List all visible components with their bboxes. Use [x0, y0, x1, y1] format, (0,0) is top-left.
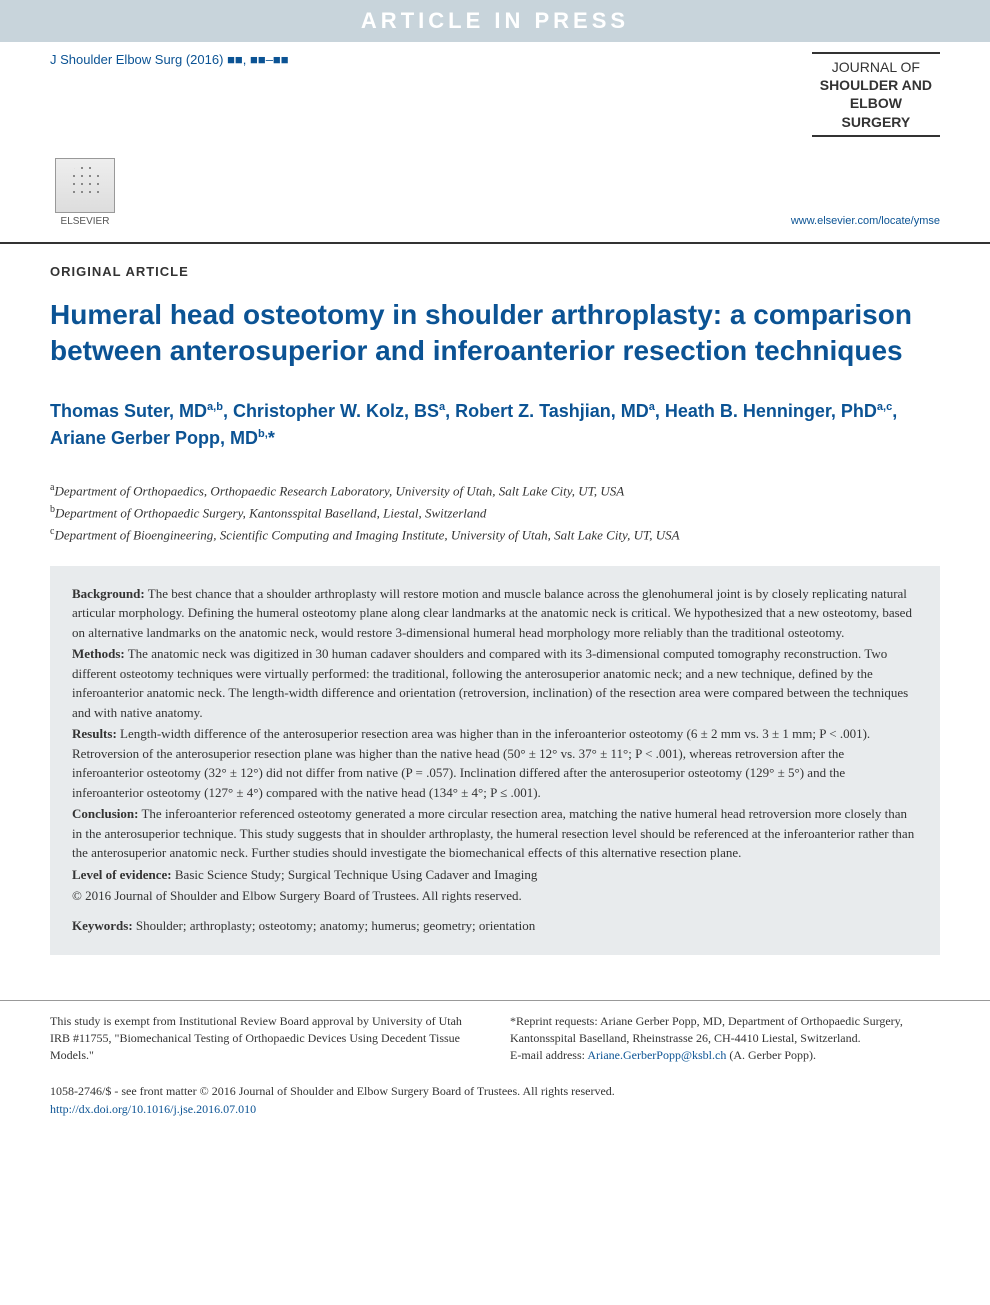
background-label: Background: [72, 586, 145, 601]
background-text: The best chance that a shoulder arthropl… [72, 586, 912, 640]
abstract-keywords: Keywords: Shoulder; arthroplasty; osteot… [72, 916, 918, 936]
affiliation-b-text: Department of Orthopaedic Surgery, Kanto… [55, 505, 486, 520]
journal-line-1: JOURNAL OF [820, 58, 932, 76]
footer-reprint-col: *Reprint requests: Ariane Gerber Popp, M… [510, 1013, 940, 1063]
elsevier-tree-icon [55, 158, 115, 213]
doi-link[interactable]: http://dx.doi.org/10.1016/j.jse.2016.07.… [50, 1102, 256, 1116]
article-in-press-banner: ARTICLE IN PRESS [0, 0, 990, 42]
email-label: E-mail address: [510, 1048, 585, 1062]
journal-name-box: JOURNAL OF SHOULDER AND ELBOW SURGERY [812, 52, 940, 137]
abstract-background: Background: The best chance that a shoul… [72, 584, 918, 643]
logo-row: ELSEVIER www.elsevier.com/locate/ymse [0, 142, 990, 244]
footer-email-line: E-mail address: Ariane.GerberPopp@ksbl.c… [510, 1047, 940, 1064]
header-bar: J Shoulder Elbow Surg (2016) ■■, ■■–■■ J… [0, 42, 990, 142]
abstract-copyright: © 2016 Journal of Shoulder and Elbow Sur… [72, 886, 918, 906]
conclusion-text: The inferoanterior referenced osteotomy … [72, 806, 914, 860]
email-suffix: (A. Gerber Popp). [729, 1048, 816, 1062]
affiliation-a-text: Department of Orthopaedics, Orthopaedic … [54, 483, 624, 498]
conclusion-label: Conclusion: [72, 806, 138, 821]
article-title: Humeral head osteotomy in shoulder arthr… [50, 297, 940, 370]
footer-reprint: *Reprint requests: Ariane Gerber Popp, M… [510, 1013, 940, 1047]
results-text: Length-width difference of the anterosup… [72, 726, 870, 800]
keywords-label: Keywords: [72, 918, 133, 933]
citation-placeholder: ■■, ■■–■■ [227, 52, 289, 67]
journal-line-3: ELBOW [820, 94, 932, 112]
article-content: ORIGINAL ARTICLE Humeral head osteotomy … [0, 244, 990, 1001]
citation: J Shoulder Elbow Surg (2016) ■■, ■■–■■ [50, 52, 289, 67]
abstract-loe: Level of evidence: Basic Science Study; … [72, 865, 918, 885]
affiliation-b: bDepartment of Orthopaedic Surgery, Kant… [50, 502, 940, 524]
affiliation-c-text: Department of Bioengineering, Scientific… [54, 527, 679, 542]
front-matter: 1058-2746/$ - see front matter © 2016 Jo… [50, 1082, 940, 1100]
journal-line-4: SURGERY [820, 113, 932, 131]
footer: This study is exempt from Institutional … [0, 1000, 990, 1137]
footer-irb: This study is exempt from Institutional … [50, 1013, 480, 1063]
results-label: Results: [72, 726, 117, 741]
elsevier-logo: ELSEVIER [50, 147, 120, 227]
citation-prefix: J Shoulder Elbow Surg (2016) [50, 52, 223, 67]
keywords-text: Shoulder; arthroplasty; osteotomy; anato… [136, 918, 535, 933]
elsevier-text: ELSEVIER [61, 216, 110, 227]
authors: Thomas Suter, MDa,b, Christopher W. Kolz… [50, 398, 940, 452]
footer-columns: This study is exempt from Institutional … [50, 1013, 940, 1063]
article-type: ORIGINAL ARTICLE [50, 264, 940, 279]
abstract-conclusion: Conclusion: The inferoanterior reference… [72, 804, 918, 863]
methods-label: Methods: [72, 646, 125, 661]
abstract-methods: Methods: The anatomic neck was digitized… [72, 644, 918, 722]
journal-url-link[interactable]: www.elsevier.com/locate/ymse [791, 215, 940, 227]
affiliation-c: cDepartment of Bioengineering, Scientifi… [50, 524, 940, 546]
abstract-results: Results: Length-width difference of the … [72, 724, 918, 802]
abstract-box: Background: The best chance that a shoul… [50, 566, 940, 956]
footer-bottom: 1058-2746/$ - see front matter © 2016 Jo… [50, 1082, 940, 1118]
email-link[interactable]: Ariane.GerberPopp@ksbl.ch [587, 1048, 726, 1062]
affiliation-a: aDepartment of Orthopaedics, Orthopaedic… [50, 480, 940, 502]
journal-line-2: SHOULDER AND [820, 76, 932, 94]
loe-label: Level of evidence: [72, 867, 172, 882]
loe-text: Basic Science Study; Surgical Technique … [175, 867, 538, 882]
affiliations: aDepartment of Orthopaedics, Orthopaedic… [50, 480, 940, 546]
methods-text: The anatomic neck was digitized in 30 hu… [72, 646, 908, 720]
